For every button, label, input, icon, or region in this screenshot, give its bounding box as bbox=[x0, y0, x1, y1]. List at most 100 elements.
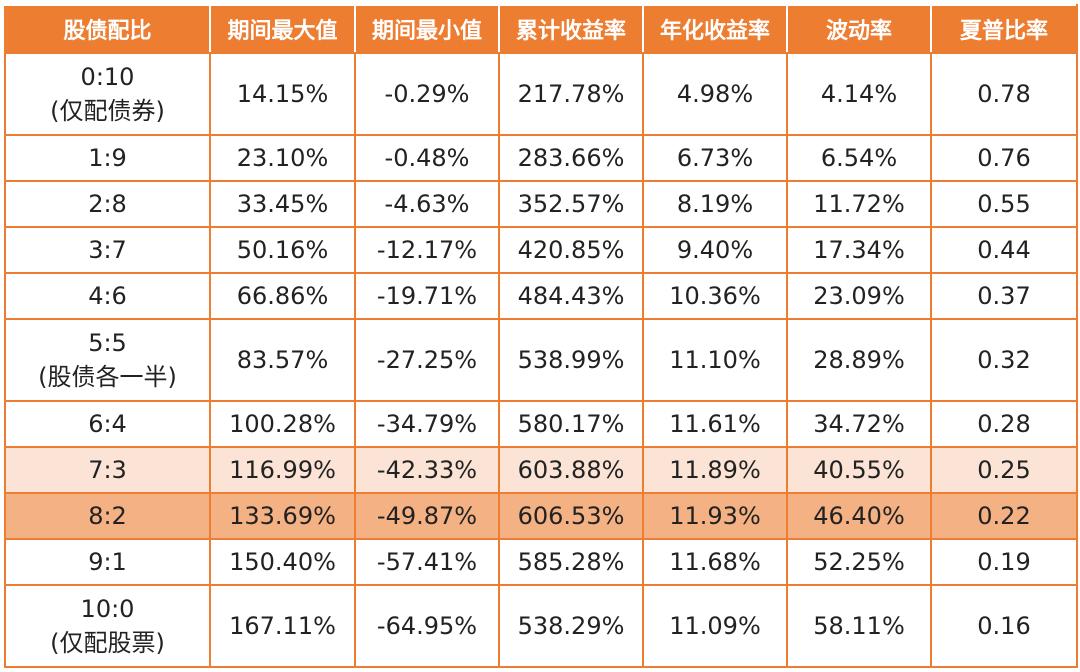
cell-annualized: 8.19% bbox=[642, 180, 788, 228]
ratio-value: 6:4 bbox=[88, 410, 127, 438]
header-ratio: 股债配比 bbox=[4, 4, 211, 54]
cell-min: -0.29% bbox=[354, 52, 500, 136]
cell-ratio: 1:9 bbox=[4, 134, 211, 182]
table-row: 8:2 133.69% -49.87% 606.53% 11.93% 46.40% 0.22 bbox=[4, 492, 1078, 540]
header-row: 股债配比 期间最大值 期间最小值 累计收益率 年化收益率 波动率 夏普比率 bbox=[4, 4, 1078, 54]
cell-max: 150.40% bbox=[209, 538, 356, 586]
cell-volatility: 40.55% bbox=[786, 446, 932, 494]
cell-sharpe: 0.28 bbox=[930, 400, 1078, 448]
cell-annualized: 11.09% bbox=[642, 584, 788, 668]
cell-cumulative: 217.78% bbox=[498, 52, 644, 136]
header-annualized: 年化收益率 bbox=[642, 4, 788, 54]
cell-ratio: 6:4 bbox=[4, 400, 211, 448]
cell-sharpe: 0.22 bbox=[930, 492, 1078, 540]
cell-min: -64.95% bbox=[354, 584, 500, 668]
ratio-value: 4:6 bbox=[88, 282, 127, 310]
cell-volatility: 28.89% bbox=[786, 318, 932, 402]
cell-volatility: 11.72% bbox=[786, 180, 932, 228]
cell-sharpe: 0.37 bbox=[930, 272, 1078, 320]
header-sharpe: 夏普比率 bbox=[930, 4, 1078, 54]
cell-ratio: 10:0 (仅配股票) bbox=[4, 584, 211, 668]
header-volatility: 波动率 bbox=[786, 4, 932, 54]
cell-min: -49.87% bbox=[354, 492, 500, 540]
cell-min: -57.41% bbox=[354, 538, 500, 586]
cell-ratio: 3:7 bbox=[4, 226, 211, 274]
cell-sharpe: 0.25 bbox=[930, 446, 1078, 494]
allocation-table: 股债配比 期间最大值 期间最小值 累计收益率 年化收益率 波动率 夏普比率 0:… bbox=[4, 4, 1078, 668]
ratio-value: 9:1 bbox=[88, 548, 127, 576]
cell-annualized: 10.36% bbox=[642, 272, 788, 320]
cell-sharpe: 0.44 bbox=[930, 226, 1078, 274]
ratio-value: 2:8 bbox=[88, 190, 127, 218]
ratio-value: 5:5 bbox=[88, 329, 127, 357]
cell-volatility: 34.72% bbox=[786, 400, 932, 448]
cell-annualized: 11.89% bbox=[642, 446, 788, 494]
table-row: 9:1 150.40% -57.41% 585.28% 11.68% 52.25% 0.19 bbox=[4, 538, 1078, 586]
ratio-value: 7:3 bbox=[88, 456, 127, 484]
cell-max: 133.69% bbox=[209, 492, 356, 540]
cell-cumulative: 585.28% bbox=[498, 538, 644, 586]
cell-cumulative: 580.17% bbox=[498, 400, 644, 448]
table-row: 5:5 (股债各一半) 83.57% -27.25% 538.99% 11.10% 28.8… bbox=[4, 318, 1078, 402]
cell-cumulative: 283.66% bbox=[498, 134, 644, 182]
cell-max: 167.11% bbox=[209, 584, 356, 668]
ratio-note: (股债各一半) bbox=[38, 363, 177, 391]
table-container: 股债配比 期间最大值 期间最小值 累计收益率 年化收益率 波动率 夏普比率 0:… bbox=[4, 4, 1078, 668]
cell-sharpe: 0.32 bbox=[930, 318, 1078, 402]
cell-min: -4.63% bbox=[354, 180, 500, 228]
cell-max: 33.45% bbox=[209, 180, 356, 228]
cell-min: -12.17% bbox=[354, 226, 500, 274]
cell-min: -19.71% bbox=[354, 272, 500, 320]
cell-min: -42.33% bbox=[354, 446, 500, 494]
cell-ratio: 7:3 bbox=[4, 446, 211, 494]
cell-volatility: 58.11% bbox=[786, 584, 932, 668]
cell-max: 83.57% bbox=[209, 318, 356, 402]
table-row: 6:4 100.28% -34.79% 580.17% 11.61% 34.72% 0.28 bbox=[4, 400, 1078, 448]
cell-min: -0.48% bbox=[354, 134, 500, 182]
cell-sharpe: 0.19 bbox=[930, 538, 1078, 586]
table-row: 4:6 66.86% -19.71% 484.43% 10.36% 23.09% 0.37 bbox=[4, 272, 1078, 320]
cell-volatility: 6.54% bbox=[786, 134, 932, 182]
cell-cumulative: 484.43% bbox=[498, 272, 644, 320]
cell-min: -27.25% bbox=[354, 318, 500, 402]
table-row: 10:0 (仅配股票) 167.11% -64.95% 538.29% 11.09% 58.… bbox=[4, 584, 1078, 668]
ratio-value: 3:7 bbox=[88, 236, 127, 264]
cell-annualized: 11.61% bbox=[642, 400, 788, 448]
cell-ratio: 2:8 bbox=[4, 180, 211, 228]
cell-volatility: 23.09% bbox=[786, 272, 932, 320]
cell-max: 100.28% bbox=[209, 400, 356, 448]
cell-annualized: 4.98% bbox=[642, 52, 788, 136]
header-cumulative: 累计收益率 bbox=[498, 4, 644, 54]
cell-ratio: 4:6 bbox=[4, 272, 211, 320]
cell-sharpe: 0.78 bbox=[930, 52, 1078, 136]
cell-volatility: 46.40% bbox=[786, 492, 932, 540]
cell-max: 50.16% bbox=[209, 226, 356, 274]
ratio-note: (仅配股票) bbox=[50, 629, 165, 657]
ratio-value: 8:2 bbox=[88, 502, 127, 530]
cell-volatility: 52.25% bbox=[786, 538, 932, 586]
cell-annualized: 11.68% bbox=[642, 538, 788, 586]
cell-annualized: 11.93% bbox=[642, 492, 788, 540]
cell-max: 23.10% bbox=[209, 134, 356, 182]
cell-cumulative: 606.53% bbox=[498, 492, 644, 540]
cell-max: 116.99% bbox=[209, 446, 356, 494]
table-row: 3:7 50.16% -12.17% 420.85% 9.40% 17.34% 0.44 bbox=[4, 226, 1078, 274]
cell-annualized: 9.40% bbox=[642, 226, 788, 274]
table-row: 2:8 33.45% -4.63% 352.57% 8.19% 11.72% 0.55 bbox=[4, 180, 1078, 228]
ratio-value: 10:0 bbox=[80, 595, 135, 623]
cell-ratio: 8:2 bbox=[4, 492, 211, 540]
ratio-value: 1:9 bbox=[88, 144, 127, 172]
cell-max: 66.86% bbox=[209, 272, 356, 320]
cell-ratio: 5:5 (股债各一半) bbox=[4, 318, 211, 402]
cell-cumulative: 603.88% bbox=[498, 446, 644, 494]
ratio-value: 0:10 bbox=[80, 63, 135, 91]
cell-ratio: 9:1 bbox=[4, 538, 211, 586]
cell-sharpe: 0.16 bbox=[930, 584, 1078, 668]
ratio-note: (仅配债券) bbox=[50, 97, 165, 125]
cell-volatility: 4.14% bbox=[786, 52, 932, 136]
table-row: 0:10 (仅配债券) 14.15% -0.29% 217.78% 4.98% 4.14% 0… bbox=[4, 52, 1078, 136]
cell-cumulative: 538.29% bbox=[498, 584, 644, 668]
table-row: 7:3 116.99% -42.33% 603.88% 11.89% 40.55% 0.25 bbox=[4, 446, 1078, 494]
cell-min: -34.79% bbox=[354, 400, 500, 448]
cell-annualized: 11.10% bbox=[642, 318, 788, 402]
